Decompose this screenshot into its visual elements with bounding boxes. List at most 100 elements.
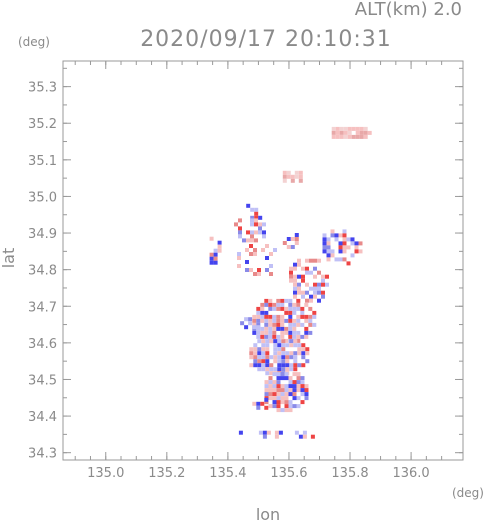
echo-cell-4 <box>213 252 218 257</box>
echo-cell-11 <box>273 355 278 360</box>
echo-cell-7 <box>354 245 359 250</box>
echo-cell-11 <box>265 363 270 368</box>
echo-cell-7 <box>322 241 327 246</box>
echo-cell-12 <box>300 388 305 393</box>
echo-cell-9 <box>300 306 305 311</box>
echo-cell-14 <box>310 434 315 439</box>
echo-cell-12 <box>288 384 293 389</box>
echo-cell-0 <box>359 126 364 131</box>
echo-cell-11 <box>281 359 286 364</box>
echo-cell-11 <box>273 351 278 356</box>
echo-cell-8 <box>321 294 325 299</box>
echo-cell-3 <box>250 218 254 223</box>
echo-cell-12 <box>300 400 305 405</box>
echo-cell-11 <box>305 351 310 356</box>
y-tick-label: 34.9 <box>28 227 57 242</box>
echo-cell-9 <box>280 306 285 311</box>
echo-cell-8 <box>297 258 301 263</box>
echo-cell-12 <box>284 372 289 377</box>
echo-cell-5 <box>265 268 269 272</box>
echo-cell-11 <box>257 355 262 360</box>
echo-cell-11 <box>277 339 282 344</box>
echo-cell-13 <box>252 401 257 406</box>
echo-cell-12 <box>296 372 301 377</box>
echo-cell-8 <box>297 282 301 287</box>
echo-cell-11 <box>253 359 258 364</box>
echo-cell-11 <box>281 355 286 360</box>
echo-cell-11 <box>257 367 262 372</box>
echo-cell-3 <box>238 230 242 235</box>
echo-cell-9 <box>280 302 285 307</box>
echo-cell-9 <box>256 314 261 319</box>
echo-cell-0 <box>343 126 348 131</box>
echo-cell-5 <box>257 272 261 276</box>
echo-cell-9 <box>284 318 289 323</box>
echo-cell-0 <box>331 134 336 139</box>
echo-cell-14 <box>262 430 267 435</box>
echo-cell-9 <box>308 318 313 323</box>
echo-cell-11 <box>265 355 270 360</box>
echo-cell-11 <box>261 351 266 356</box>
echo-cell-12 <box>272 392 277 397</box>
echo-cell-8 <box>309 298 313 303</box>
echo-cell-12 <box>280 372 285 377</box>
echo-cell-12 <box>268 376 273 381</box>
echo-cell-9 <box>264 310 269 315</box>
echo-cell-12 <box>280 376 285 381</box>
echo-cell-7 <box>326 249 331 254</box>
echo-cell-3 <box>250 230 254 235</box>
echo-cell-1 <box>286 170 291 175</box>
echo-cell-3 <box>254 238 258 243</box>
echo-cell-8 <box>317 270 321 275</box>
echo-cell-3 <box>242 238 246 243</box>
echo-cell-11 <box>301 355 306 360</box>
echo-cell-14 <box>298 434 303 439</box>
echo-cell-11 <box>249 351 254 356</box>
echo-cell-9 <box>260 306 265 311</box>
echo-cell-4 <box>213 248 218 253</box>
echo-cell-11 <box>257 359 262 364</box>
echo-cell-9 <box>260 326 265 331</box>
echo-cell-10 <box>240 321 245 326</box>
echo-cell-9 <box>264 322 269 327</box>
echo-cell-9 <box>300 334 305 339</box>
echo-cell-8 <box>317 258 321 263</box>
echo-cell-7 <box>326 253 331 258</box>
echo-cell-8 <box>305 270 309 275</box>
echo-cell-9 <box>292 310 297 315</box>
echo-cell-7 <box>346 245 351 250</box>
echo-cell-12 <box>304 388 309 393</box>
echo-cell-3 <box>254 230 258 235</box>
echo-cell-11 <box>281 347 286 352</box>
echo-cell-0 <box>367 130 372 135</box>
echo-cell-6 <box>294 233 299 237</box>
echo-cell-9 <box>288 306 293 311</box>
echo-cell-11 <box>289 355 294 360</box>
echo-cell-9 <box>268 326 273 331</box>
echo-cell-7 <box>330 253 335 258</box>
echo-cell-12 <box>288 400 293 405</box>
echo-cell-12 <box>296 388 301 393</box>
echo-cell-7 <box>342 241 347 246</box>
echo-cell-5 <box>269 264 273 268</box>
echo-cell-9 <box>268 314 273 319</box>
echo-cell-9 <box>304 314 309 319</box>
echo-cell-7 <box>334 257 339 262</box>
echo-cell-5 <box>269 272 273 276</box>
echo-cell-11 <box>249 363 254 368</box>
echo-cell-12 <box>284 408 289 413</box>
echo-cell-11 <box>253 351 258 356</box>
echo-cell-9 <box>284 330 289 335</box>
echo-cell-9 <box>284 306 289 311</box>
echo-cell-8 <box>301 274 305 279</box>
echo-cell-9 <box>296 334 301 339</box>
echo-cell-11 <box>285 363 290 368</box>
echo-cell-1 <box>290 178 295 183</box>
echo-cell-9 <box>272 306 277 311</box>
echo-cell-9 <box>264 302 269 307</box>
echo-cell-14 <box>238 430 243 435</box>
echo-cell-12 <box>272 396 277 401</box>
echo-cell-8 <box>293 286 297 291</box>
echo-cell-3 <box>246 238 250 243</box>
echo-cell-12 <box>304 392 309 397</box>
